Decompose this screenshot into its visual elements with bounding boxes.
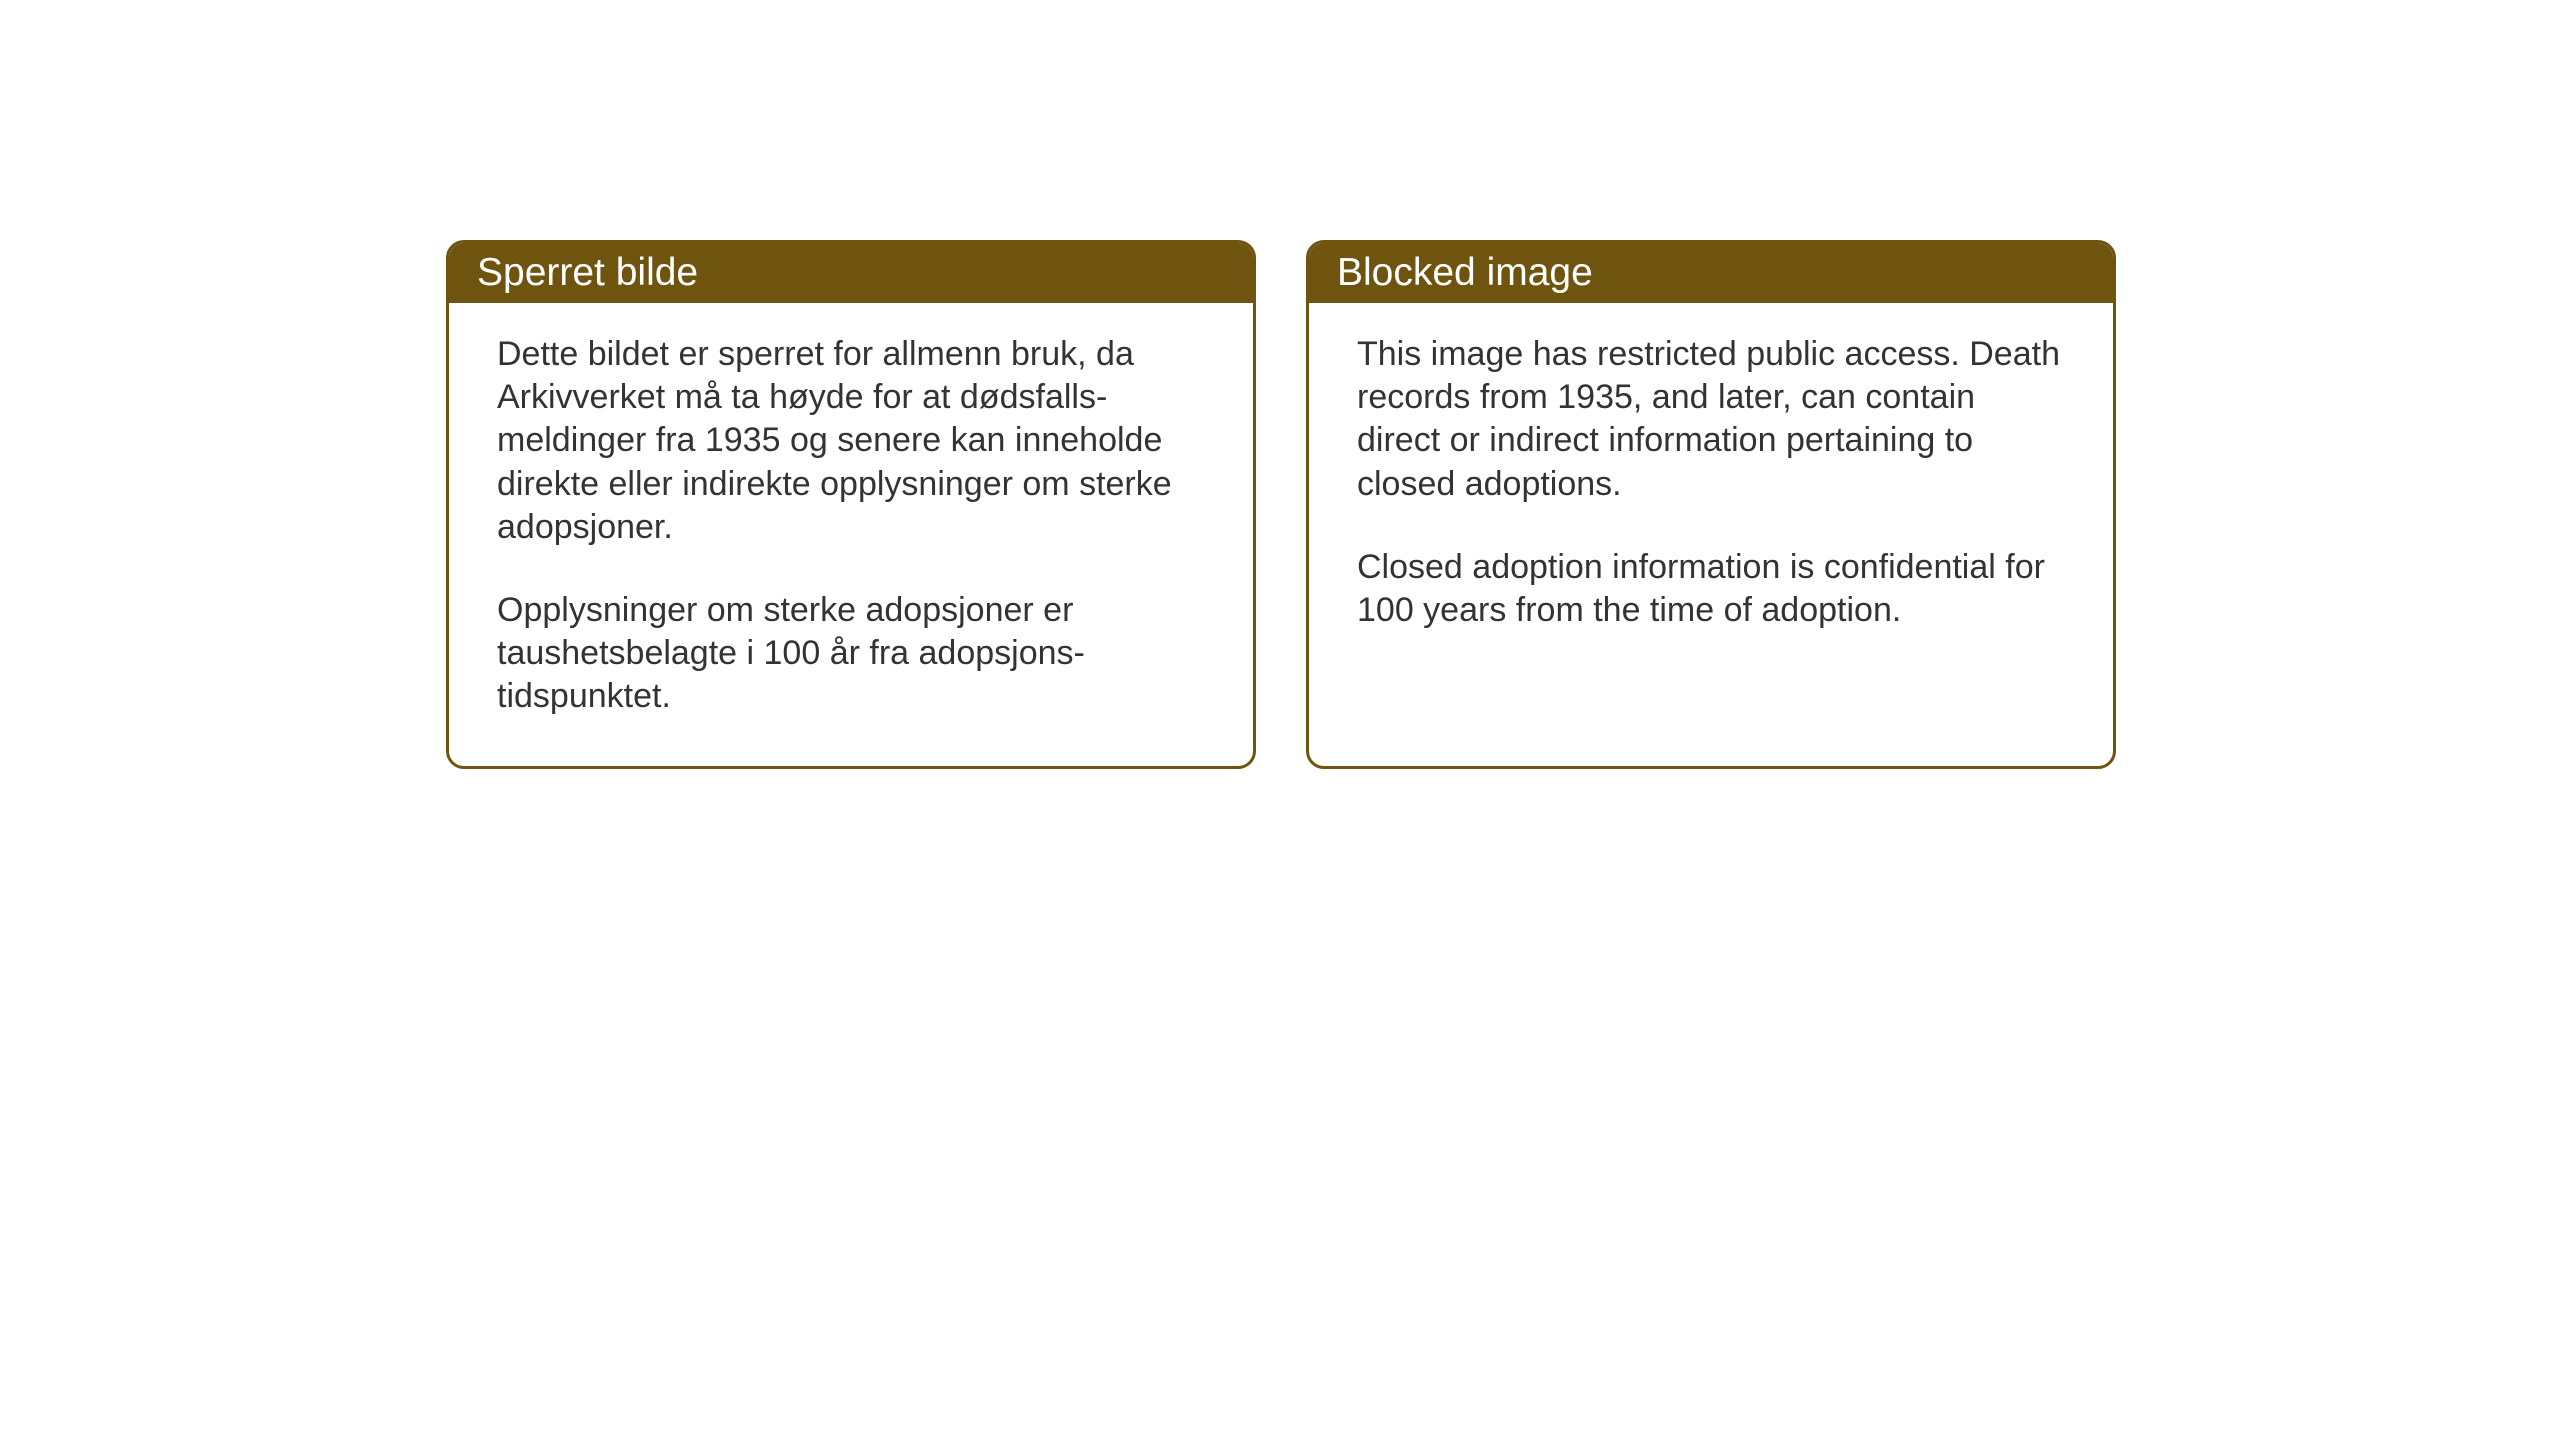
english-notice-title: Blocked image [1309,243,2113,303]
norwegian-notice-card: Sperret bilde Dette bildet er sperret fo… [446,240,1256,769]
notice-container: Sperret bilde Dette bildet er sperret fo… [446,240,2116,769]
norwegian-paragraph-2: Opplysninger om sterke adopsjoner er tau… [497,589,1205,719]
english-notice-card: Blocked image This image has restricted … [1306,240,2116,769]
english-paragraph-2: Closed adoption information is confident… [1357,546,2065,632]
norwegian-paragraph-1: Dette bildet er sperret for allmenn bruk… [497,333,1205,549]
english-notice-body: This image has restricted public access.… [1309,303,2113,723]
norwegian-notice-body: Dette bildet er sperret for allmenn bruk… [449,303,1253,766]
norwegian-notice-title: Sperret bilde [449,243,1253,303]
english-paragraph-1: This image has restricted public access.… [1357,333,2065,506]
